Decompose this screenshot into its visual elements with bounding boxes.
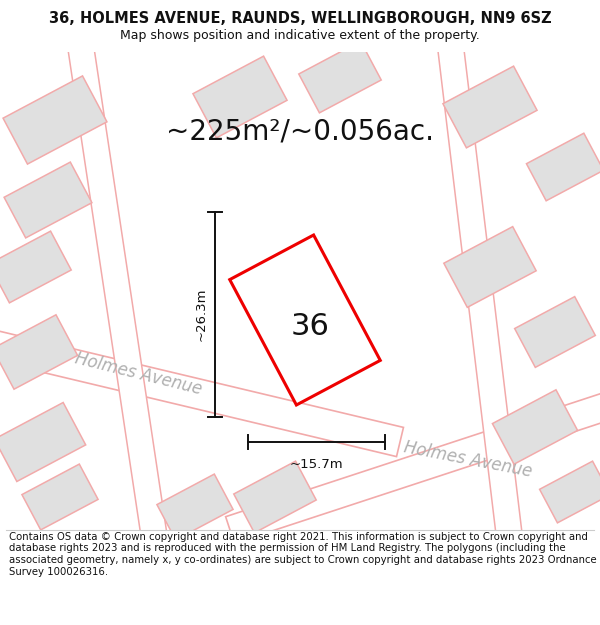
Polygon shape: [230, 235, 380, 405]
Polygon shape: [3, 76, 107, 164]
Polygon shape: [539, 461, 600, 523]
Text: 36: 36: [290, 312, 329, 341]
Text: ~26.3m: ~26.3m: [194, 288, 208, 341]
Text: Map shows position and indicative extent of the property.: Map shows position and indicative extent…: [120, 29, 480, 42]
Polygon shape: [234, 461, 316, 533]
Polygon shape: [299, 41, 381, 113]
Polygon shape: [277, 276, 353, 348]
Polygon shape: [493, 390, 578, 464]
Text: Holmes Avenue: Holmes Avenue: [73, 349, 203, 399]
Text: ~15.7m: ~15.7m: [290, 458, 343, 471]
Polygon shape: [0, 402, 86, 481]
Polygon shape: [0, 231, 71, 303]
Polygon shape: [4, 162, 92, 238]
Polygon shape: [0, 315, 77, 389]
Polygon shape: [67, 40, 168, 544]
Text: ~225m²/~0.056ac.: ~225m²/~0.056ac.: [166, 118, 434, 146]
Polygon shape: [515, 297, 595, 368]
Polygon shape: [443, 66, 537, 148]
Polygon shape: [193, 56, 287, 138]
Text: Holmes Avenue: Holmes Avenue: [402, 439, 534, 481]
Polygon shape: [444, 227, 536, 308]
Polygon shape: [157, 474, 233, 540]
Polygon shape: [437, 41, 523, 544]
Polygon shape: [226, 389, 600, 543]
Polygon shape: [526, 133, 600, 201]
Text: Contains OS data © Crown copyright and database right 2021. This information is : Contains OS data © Crown copyright and d…: [9, 532, 596, 577]
Polygon shape: [0, 328, 403, 457]
Text: 36, HOLMES AVENUE, RAUNDS, WELLINGBOROUGH, NN9 6SZ: 36, HOLMES AVENUE, RAUNDS, WELLINGBOROUG…: [49, 11, 551, 26]
Polygon shape: [22, 464, 98, 530]
